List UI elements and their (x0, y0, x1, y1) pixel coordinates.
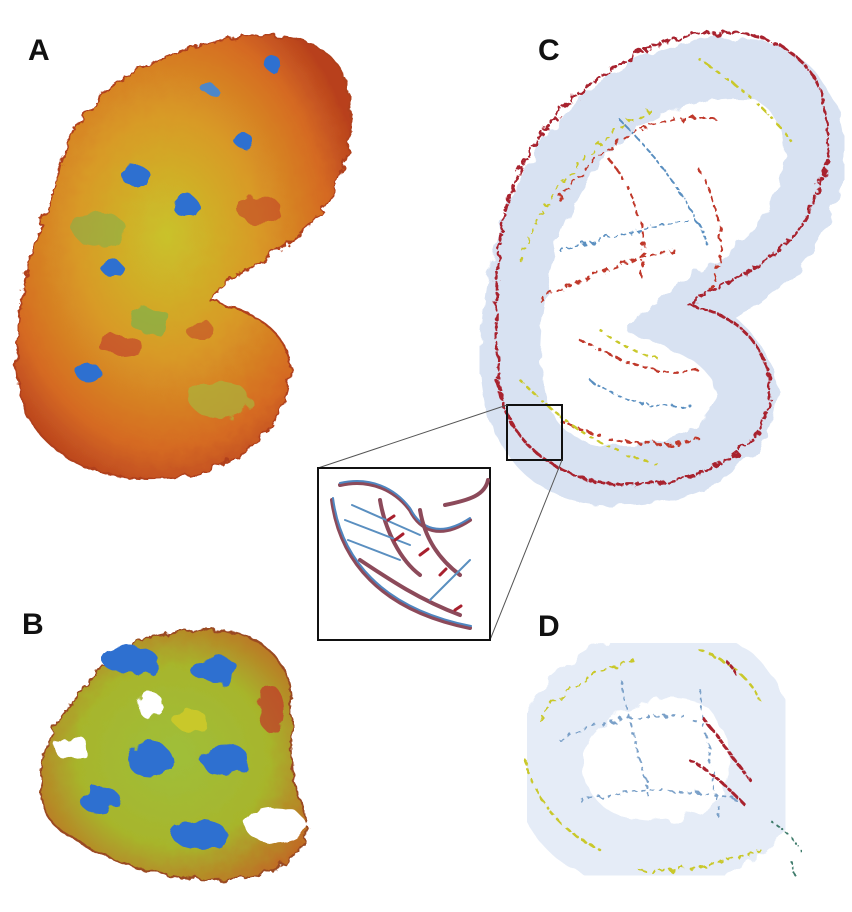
panel-a-surface (15, 34, 352, 481)
panel-label-d: D (538, 610, 560, 643)
panel-label-c: C (538, 34, 560, 67)
panel-d-tube-model (513, 627, 801, 891)
panel-b-surface (39, 628, 309, 881)
inset-zoom (317, 467, 491, 641)
panel-label-a: A (28, 34, 50, 67)
panel-c-tube-model (317, 30, 844, 641)
inset-connector-line (489, 459, 563, 641)
inset-connector-line (317, 404, 508, 469)
inset-source-box (506, 404, 563, 461)
panel-label-b: B (22, 608, 44, 641)
